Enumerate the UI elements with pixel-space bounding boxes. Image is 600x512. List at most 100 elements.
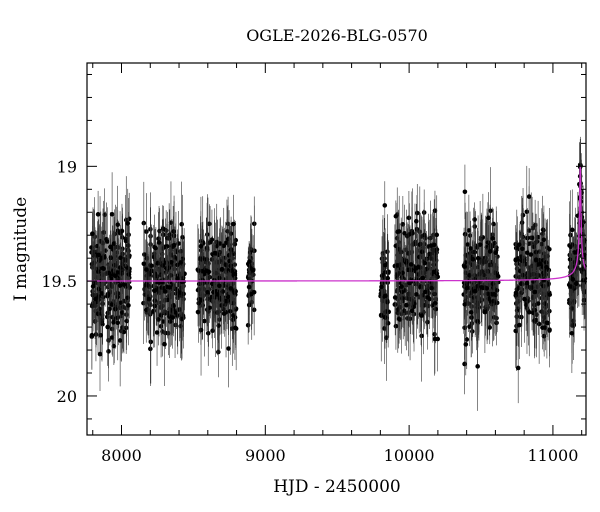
- data-point: [525, 250, 530, 256]
- data-point: [216, 349, 221, 355]
- data-point: [495, 273, 500, 278]
- data-point: [533, 257, 539, 263]
- data-point: [414, 218, 419, 224]
- data-point: [428, 243, 434, 248]
- data-point: [409, 308, 415, 314]
- data-point: [144, 229, 149, 234]
- data-point: [123, 325, 129, 331]
- data-point: [148, 302, 153, 307]
- data-point: [404, 302, 409, 308]
- data-point: [141, 261, 147, 267]
- data-point: [432, 208, 438, 214]
- data-point: [97, 258, 102, 263]
- data-point: [568, 244, 574, 249]
- data-point: [417, 265, 423, 270]
- data-point: [528, 252, 534, 257]
- data-point: [425, 319, 430, 325]
- data-point: [513, 257, 519, 263]
- data-point: [431, 269, 437, 275]
- data-point: [467, 273, 472, 278]
- data-point: [97, 306, 102, 312]
- data-point: [408, 262, 414, 267]
- data-point: [432, 336, 438, 342]
- data-point: [515, 365, 521, 371]
- data-point: [232, 290, 237, 296]
- data-point: [221, 243, 227, 249]
- data-point: [160, 226, 166, 232]
- data-point: [217, 283, 222, 289]
- data-point: [111, 241, 117, 246]
- data-point: [121, 329, 127, 335]
- data-point: [382, 203, 388, 208]
- data-point: [219, 303, 224, 308]
- data-point: [418, 284, 424, 289]
- plot-frame: [86, 62, 587, 436]
- x-tick-label: 9000: [245, 446, 286, 465]
- data-point: [490, 281, 496, 287]
- data-point: [518, 281, 524, 286]
- data-point: [110, 314, 115, 320]
- data-point: [167, 319, 173, 324]
- data-point: [519, 220, 525, 225]
- data-point: [205, 289, 210, 295]
- data-point: [93, 332, 99, 337]
- data-point: [175, 276, 180, 281]
- data-point: [393, 213, 399, 219]
- data-point: [428, 235, 433, 241]
- data-point: [231, 313, 236, 318]
- data-point: [462, 264, 467, 269]
- data-point: [146, 296, 152, 302]
- data-point: [207, 274, 212, 280]
- data-point: [486, 215, 491, 221]
- data-point: [569, 330, 575, 336]
- data-point: [119, 228, 125, 234]
- y-tick-label: 19: [57, 157, 77, 176]
- data-point: [382, 326, 387, 331]
- data-point: [380, 273, 385, 278]
- data-point: [407, 232, 412, 237]
- data-point: [100, 301, 105, 307]
- data-point: [231, 221, 236, 227]
- data-point: [485, 269, 491, 274]
- data-point: [488, 262, 494, 268]
- data-point: [519, 314, 524, 320]
- data-point: [109, 211, 115, 217]
- data-point: [477, 242, 483, 247]
- data-point: [162, 289, 168, 294]
- data-point: [160, 263, 166, 268]
- data-point: [491, 291, 497, 297]
- data-point: [547, 292, 553, 297]
- data-point: [126, 243, 131, 248]
- data-point: [158, 313, 164, 318]
- data-point: [395, 307, 401, 312]
- data-point: [89, 332, 95, 338]
- data-point: [95, 212, 101, 217]
- data-point: [547, 328, 552, 333]
- data-point: [532, 289, 538, 295]
- data-point: [399, 284, 404, 289]
- data-point: [494, 320, 499, 326]
- data-point: [462, 302, 468, 307]
- data-point: [219, 267, 225, 272]
- data-point: [401, 308, 407, 313]
- data-point: [379, 280, 385, 286]
- data-point: [464, 285, 470, 291]
- data-point: [153, 245, 158, 251]
- data-point: [100, 266, 106, 271]
- data-point: [171, 242, 177, 248]
- data-point: [420, 275, 426, 281]
- data-point: [120, 304, 126, 310]
- data-point: [414, 210, 420, 216]
- data-point: [432, 291, 437, 297]
- data-point: [225, 294, 231, 300]
- data-point: [419, 313, 424, 318]
- data-point: [121, 282, 127, 287]
- data-point: [472, 288, 478, 294]
- data-point: [172, 255, 178, 260]
- data-point: [385, 275, 391, 281]
- data-point: [378, 312, 384, 318]
- data-point: [106, 270, 112, 276]
- data-point: [215, 292, 220, 297]
- data-point: [230, 317, 236, 323]
